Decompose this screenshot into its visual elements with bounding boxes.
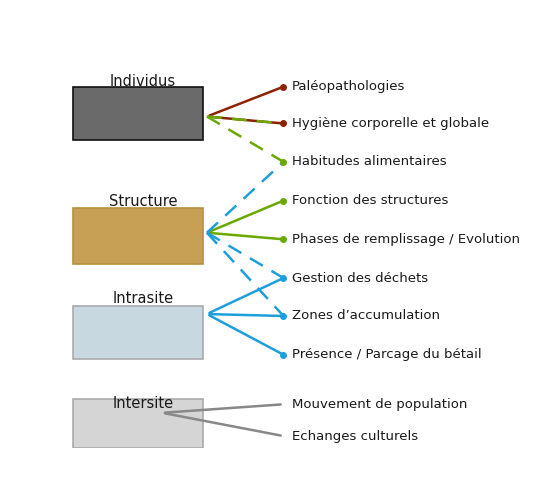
Bar <box>73 208 203 264</box>
Text: Structure: Structure <box>109 194 177 209</box>
Text: Paléopathologies: Paléopathologies <box>292 80 405 93</box>
Text: Mouvement de population: Mouvement de population <box>292 398 467 411</box>
Text: Intrasite: Intrasite <box>113 291 173 306</box>
Bar <box>73 88 203 140</box>
Text: Fonction des structures: Fonction des structures <box>292 194 449 207</box>
Bar <box>73 306 203 359</box>
Text: Présence / Parcage du bétail: Présence / Parcage du bétail <box>292 348 481 361</box>
Text: Hygiène corporelle et globale: Hygiène corporelle et globale <box>292 117 489 130</box>
Text: Zones d’accumulation: Zones d’accumulation <box>292 309 440 322</box>
Bar <box>73 399 203 448</box>
Text: Habitudes alimentaires: Habitudes alimentaires <box>292 155 447 169</box>
Text: Phases de remplissage / Evolution: Phases de remplissage / Evolution <box>292 233 520 246</box>
Text: Echanges culturels: Echanges culturels <box>292 430 418 443</box>
Text: Gestion des déchets: Gestion des déchets <box>292 272 428 285</box>
Text: Intersite: Intersite <box>113 396 173 410</box>
Text: Individus: Individus <box>110 74 176 89</box>
